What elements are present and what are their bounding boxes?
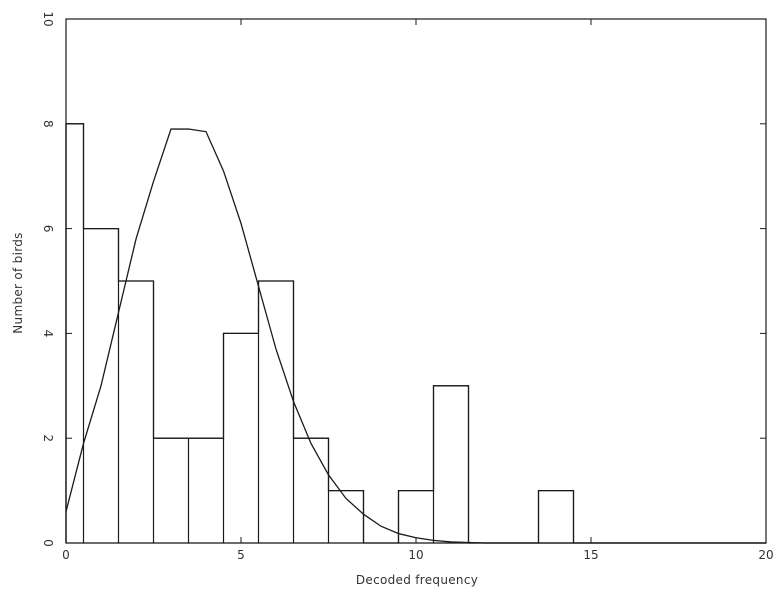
histogram-bar — [292, 437, 330, 544]
histogram-bar — [117, 280, 155, 544]
histogram-bar — [537, 490, 575, 544]
x-tick-label: 0 — [62, 548, 70, 562]
histogram-bar — [222, 332, 260, 544]
y-axis-title: Number of birds — [11, 232, 25, 333]
histogram-bar — [257, 280, 295, 544]
y-tick-label: 2 — [41, 434, 55, 442]
y-tick-label: 10 — [41, 11, 55, 26]
y-tick-label: 6 — [41, 225, 55, 233]
plot-frame — [65, 18, 767, 544]
y-tick-label: 0 — [41, 539, 55, 547]
histogram-outline — [65, 123, 766, 544]
x-axis-title: Decoded frequency — [356, 573, 478, 587]
y-tick-label: 4 — [41, 330, 55, 338]
histogram-bar — [327, 490, 365, 544]
histogram-bar — [432, 385, 470, 544]
plot-area: 0 5 10 15 20 0 2 4 6 8 10 — [41, 11, 774, 562]
histogram-bar — [152, 437, 190, 544]
x-tick-label: 5 — [237, 548, 245, 562]
x-tick-label: 15 — [583, 548, 598, 562]
x-tick-label: 20 — [758, 548, 773, 562]
fitted-curve-line — [65, 128, 766, 544]
histogram-bar — [187, 437, 225, 544]
y-tick-label: 8 — [41, 120, 55, 128]
x-tick-label: 10 — [408, 548, 423, 562]
